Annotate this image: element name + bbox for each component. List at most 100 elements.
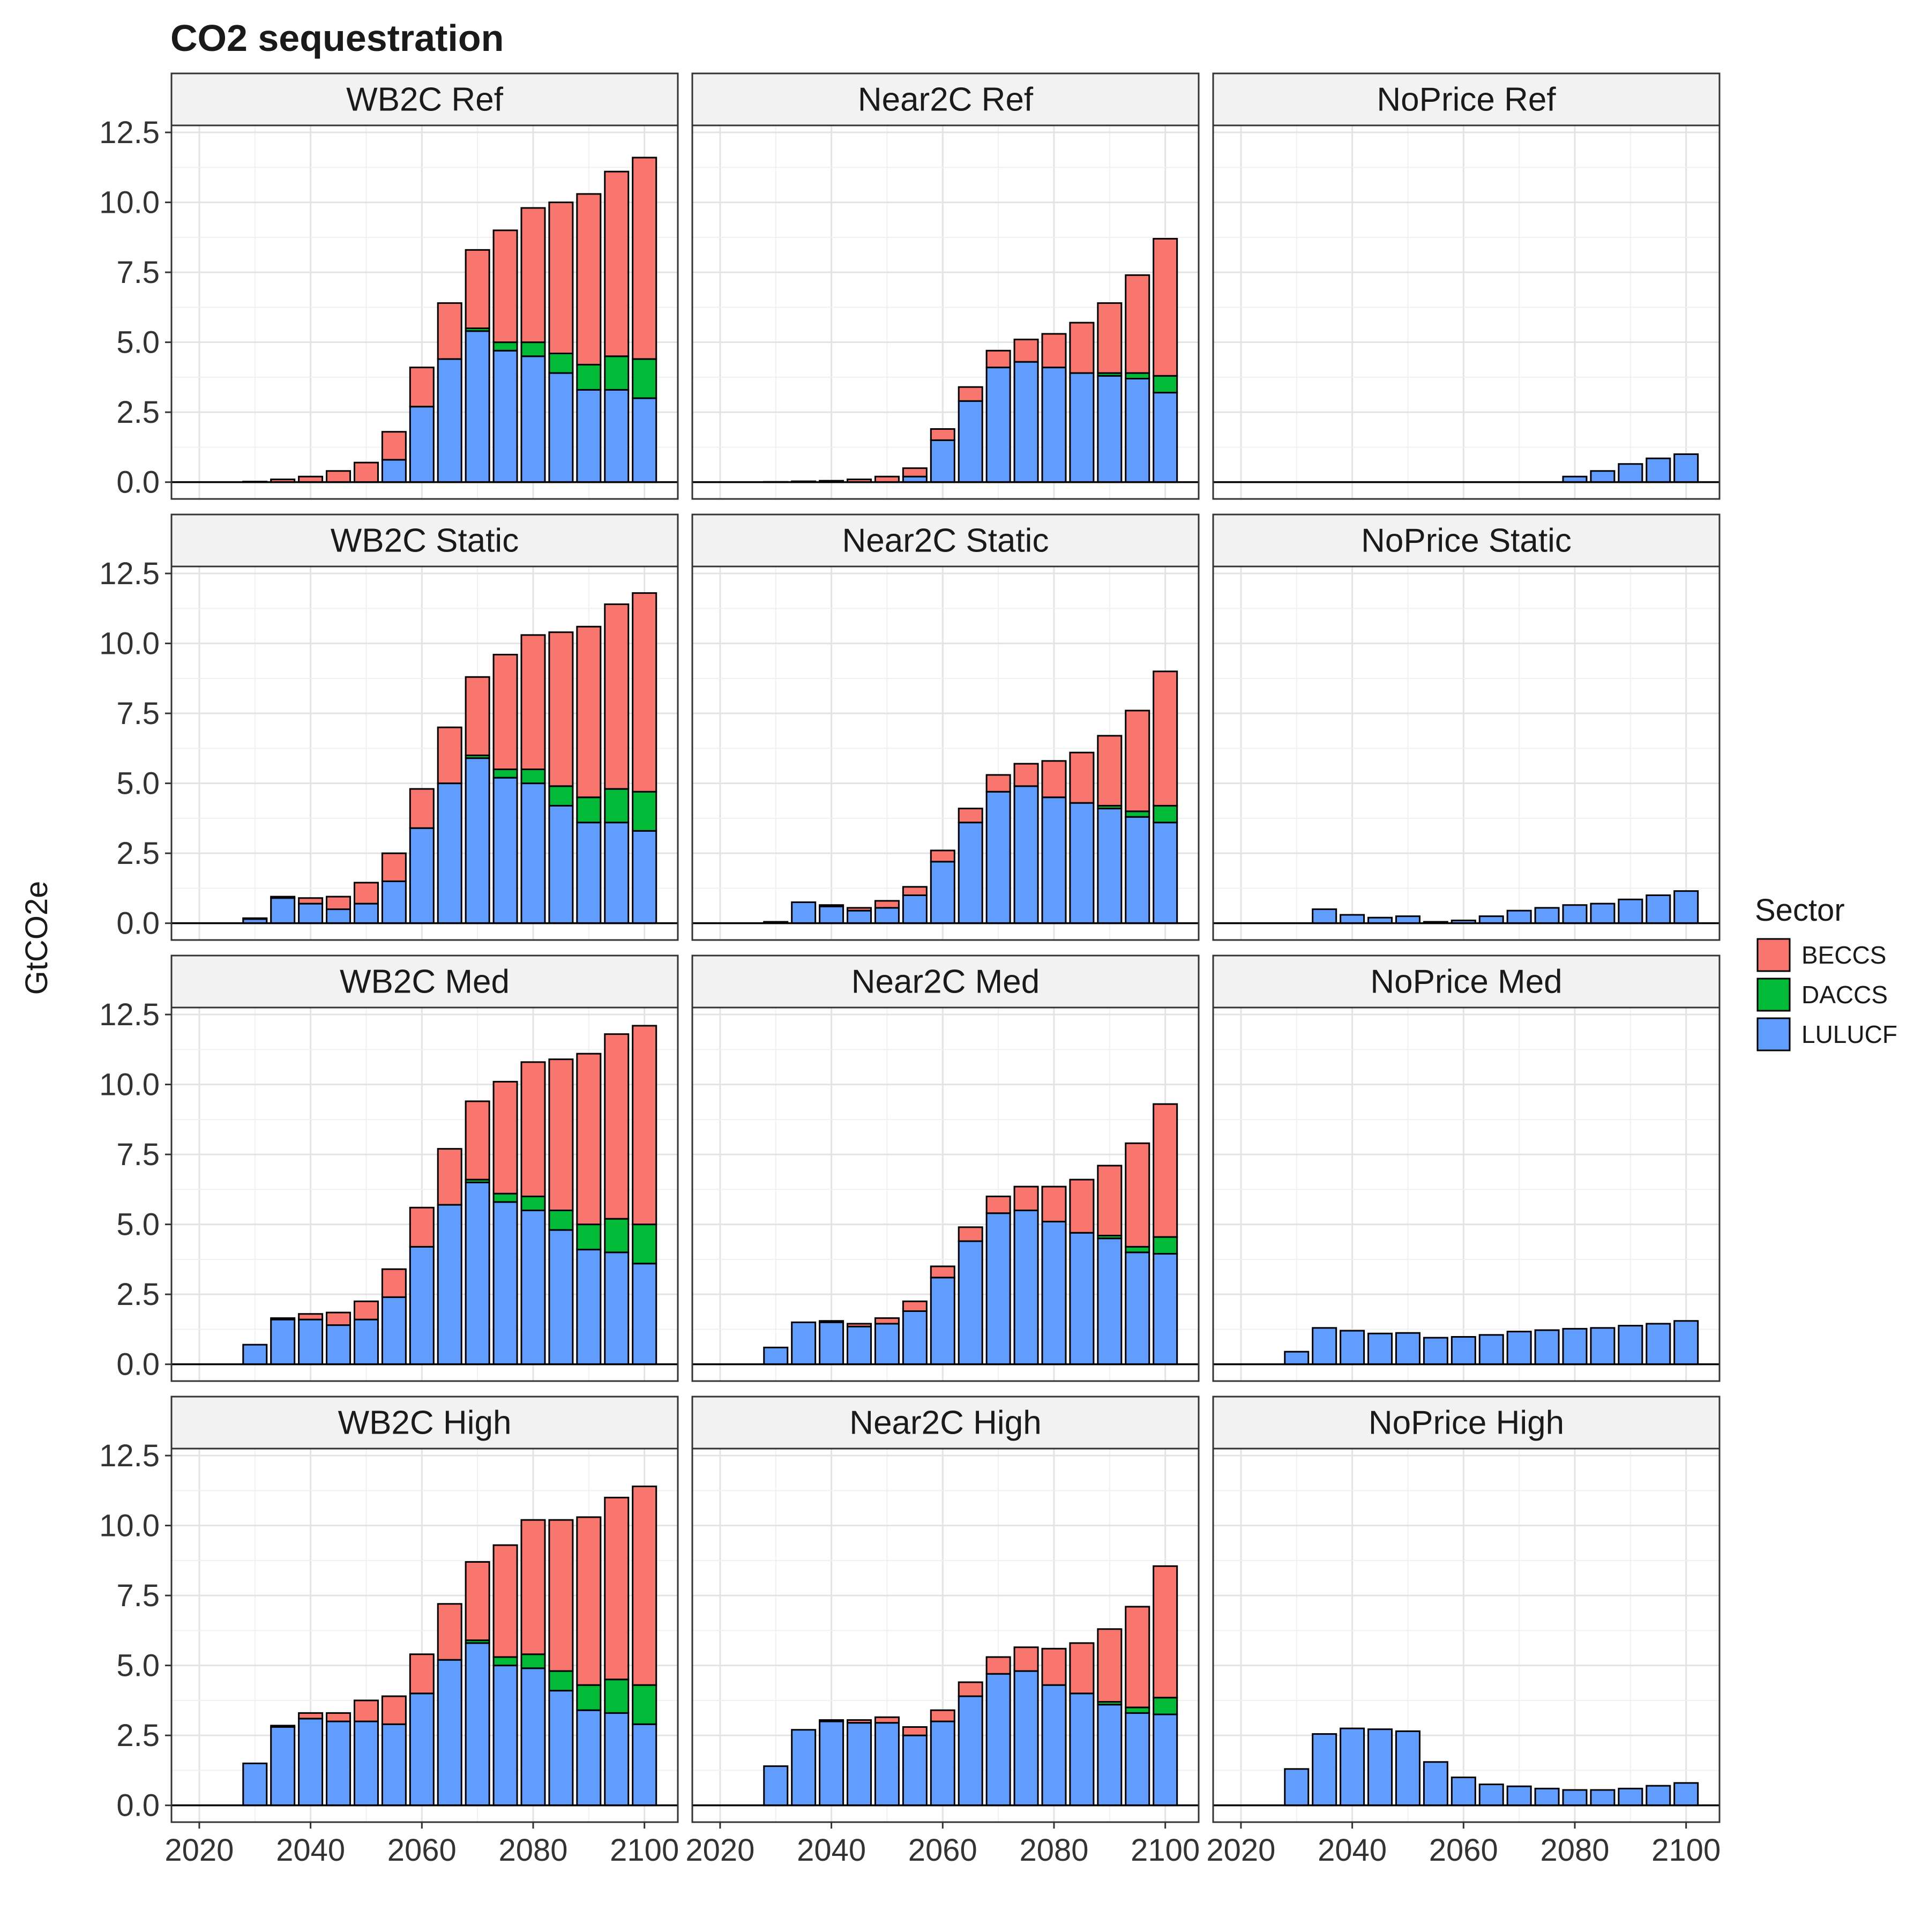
bar-beccs (409, 1653, 435, 1695)
bar-lulucf (409, 1692, 435, 1807)
bar-beccs (819, 1719, 844, 1722)
bar-beccs (353, 461, 379, 483)
legend-label: LULUCF (1801, 1020, 1897, 1048)
bar-beccs (576, 1053, 602, 1226)
bar-lulucf (958, 1695, 983, 1807)
bar-lulucf (270, 1318, 296, 1366)
bar-lulucf (1013, 361, 1039, 483)
bar-beccs (381, 1268, 407, 1298)
y-tick-label: 5.0 (116, 766, 160, 801)
bar-lulucf (1506, 1331, 1532, 1366)
bar-lulucf (1534, 1329, 1560, 1366)
bar-daccs (1153, 1236, 1178, 1255)
bar-daccs (1153, 375, 1178, 394)
bar-daccs (492, 341, 518, 352)
facet-panel: NoPrice High 2020 2040 2060 2080 2100 (1206, 1396, 1721, 1868)
bar-lulucf (1423, 1337, 1448, 1366)
bar-lulucf (985, 367, 1011, 483)
panel-border (691, 1006, 1200, 1382)
bar-lulucf (409, 1245, 435, 1366)
bar-beccs (985, 1195, 1011, 1214)
bar-lulucf (520, 1210, 546, 1366)
bar-lulucf (242, 1344, 268, 1366)
bar-beccs (874, 1716, 900, 1724)
bar-lulucf (576, 1709, 602, 1807)
bar-beccs (930, 849, 955, 863)
x-tick-label: 2060 (387, 1833, 457, 1868)
bar-lulucf (1395, 1730, 1420, 1807)
bars (242, 156, 657, 483)
bar-beccs (632, 156, 657, 360)
bar-beccs (1097, 1165, 1123, 1237)
bar-beccs (1041, 1185, 1067, 1222)
bar-beccs (353, 882, 379, 905)
y-tick-label: 2.5 (116, 395, 160, 430)
bar-lulucf (381, 1296, 407, 1366)
bar-lulucf (847, 909, 872, 924)
bar-beccs (1041, 1647, 1067, 1686)
bar-beccs (632, 1485, 657, 1686)
bar-lulucf (381, 880, 407, 924)
bar-beccs (492, 1544, 518, 1658)
bar-lulucf (604, 822, 630, 924)
bar-beccs (604, 1496, 630, 1681)
panel-border (1212, 1006, 1721, 1382)
bar-lulucf (1673, 453, 1699, 483)
bar-beccs (576, 193, 602, 365)
bar-lulucf (1153, 1713, 1178, 1807)
bar-beccs (409, 1206, 435, 1248)
bar-beccs (874, 900, 900, 909)
x-tick-label: 2100 (1131, 1833, 1200, 1868)
bar-beccs (326, 1712, 352, 1722)
y-tick-label: 2.5 (116, 1718, 160, 1753)
y-tick-label: 7.5 (116, 255, 160, 290)
facet-strip-label: WB2C High (338, 1405, 512, 1442)
bar-beccs (326, 470, 352, 483)
bar-beccs (819, 904, 844, 907)
bar-beccs (381, 852, 407, 882)
bar-lulucf (326, 1720, 352, 1807)
bar-lulucf (902, 1734, 928, 1807)
bar-lulucf (1340, 914, 1365, 924)
bar-lulucf (763, 1346, 789, 1366)
bar-lulucf (1451, 1336, 1476, 1366)
bar-lulucf (492, 1665, 518, 1807)
bar-daccs (492, 1192, 518, 1203)
bar-daccs (492, 1656, 518, 1667)
bar-beccs (930, 1709, 955, 1722)
bar-lulucf (1395, 1332, 1420, 1366)
bar-lulucf (437, 1659, 462, 1807)
bar-daccs (548, 353, 574, 374)
bar-lulucf (1367, 1728, 1393, 1807)
bar-daccs (548, 785, 574, 807)
plot-area (1213, 1008, 1719, 1381)
legend-label: DACCS (1801, 981, 1888, 1009)
y-tick-label: 10.0 (99, 185, 160, 220)
facet-strip (691, 513, 1200, 568)
bar-daccs (1153, 1697, 1178, 1715)
bar-beccs (298, 1712, 324, 1720)
bar-beccs (520, 1061, 546, 1197)
bar-beccs (298, 897, 324, 905)
bar-lulucf (520, 355, 546, 483)
bar-daccs (548, 1670, 574, 1692)
bar-daccs (632, 1684, 657, 1725)
bar-lulucf (1013, 1670, 1039, 1807)
bar-lulucf (874, 907, 900, 924)
bar-lulucf (381, 1723, 407, 1807)
panel-border (1212, 565, 1721, 941)
bars (763, 670, 1178, 924)
bar-beccs (604, 603, 630, 790)
bar-lulucf (1153, 392, 1178, 483)
bar-lulucf (298, 1718, 324, 1807)
bars (1284, 1727, 1699, 1807)
bar-beccs (1097, 302, 1123, 374)
bar-beccs (520, 634, 546, 771)
facet-strip (1212, 1396, 1721, 1450)
bars (1562, 453, 1699, 483)
x-tick-label: 2100 (610, 1833, 679, 1868)
panel-border (1212, 1448, 1721, 1823)
bar-beccs (548, 1519, 574, 1672)
